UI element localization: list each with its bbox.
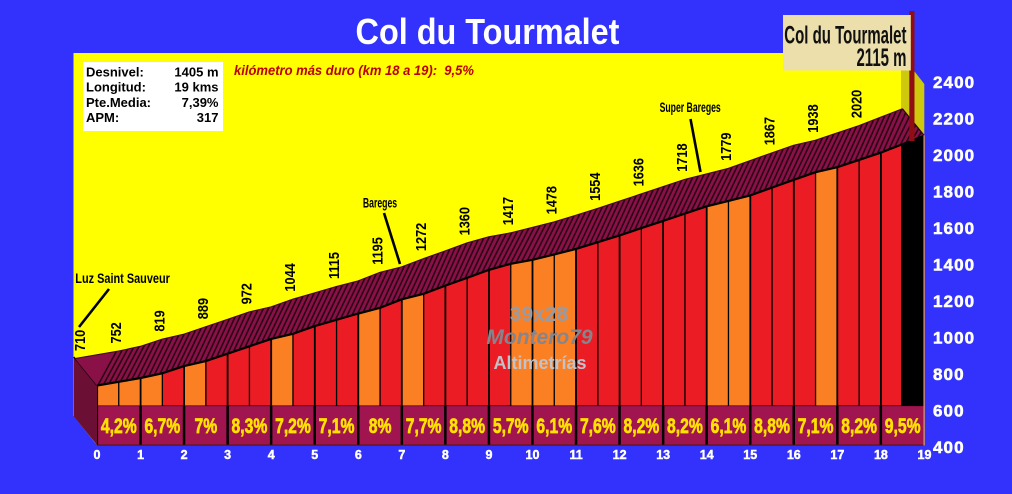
- svg-text:Longitud:: Longitud:: [86, 80, 146, 95]
- svg-text:19 kms: 19 kms: [174, 80, 218, 95]
- svg-text:8,2%: 8,2%: [623, 414, 659, 438]
- svg-text:0: 0: [94, 448, 101, 462]
- svg-text:12: 12: [613, 448, 627, 462]
- svg-text:2020: 2020: [849, 89, 865, 118]
- svg-text:889: 889: [195, 298, 211, 320]
- svg-text:7,7%: 7,7%: [406, 414, 442, 438]
- svg-text:2400: 2400: [933, 73, 975, 92]
- svg-text:7: 7: [398, 448, 405, 462]
- svg-text:kilómetro más duro (km 18 a 19: kilómetro más duro (km 18 a 19): 9,5%: [234, 63, 474, 79]
- svg-text:317: 317: [197, 110, 219, 125]
- svg-text:1272: 1272: [413, 222, 429, 251]
- svg-text:819: 819: [152, 310, 168, 332]
- svg-text:Super Bareges: Super Bareges: [660, 100, 721, 116]
- svg-text:1867: 1867: [762, 117, 778, 145]
- svg-text:1938: 1938: [805, 104, 821, 133]
- svg-text:11: 11: [569, 448, 582, 462]
- svg-text:39x28: 39x28: [510, 303, 569, 326]
- svg-text:6,1%: 6,1%: [536, 414, 572, 438]
- svg-text:3: 3: [224, 448, 231, 462]
- svg-text:4,2%: 4,2%: [101, 414, 137, 438]
- svg-text:1636: 1636: [631, 158, 647, 187]
- svg-text:2: 2: [181, 448, 188, 462]
- svg-text:8,3%: 8,3%: [232, 414, 268, 438]
- svg-text:Montero79: Montero79: [486, 326, 593, 349]
- svg-text:7,39%: 7,39%: [182, 95, 219, 110]
- svg-text:2115 m: 2115 m: [856, 44, 906, 72]
- svg-text:7,1%: 7,1%: [798, 414, 834, 438]
- svg-text:1195: 1195: [370, 237, 386, 265]
- svg-text:8,8%: 8,8%: [449, 414, 485, 438]
- svg-text:8,8%: 8,8%: [754, 414, 790, 438]
- svg-text:1: 1: [137, 448, 144, 462]
- svg-text:8%: 8%: [369, 414, 392, 438]
- svg-text:17: 17: [830, 448, 844, 462]
- svg-text:1554: 1554: [587, 172, 603, 201]
- svg-text:1000: 1000: [933, 328, 975, 347]
- svg-text:800: 800: [933, 365, 965, 384]
- svg-text:15: 15: [743, 448, 757, 462]
- svg-text:14: 14: [700, 448, 714, 462]
- svg-text:13: 13: [656, 448, 670, 462]
- svg-text:APM:: APM:: [86, 110, 119, 125]
- svg-text:710: 710: [72, 329, 88, 351]
- svg-text:400: 400: [933, 438, 965, 457]
- svg-text:Col du Tourmalet: Col du Tourmalet: [356, 12, 620, 52]
- svg-text:18: 18: [874, 448, 888, 462]
- svg-text:1718: 1718: [674, 143, 690, 172]
- svg-text:1779: 1779: [718, 132, 734, 161]
- svg-text:7%: 7%: [195, 414, 218, 438]
- svg-text:7,1%: 7,1%: [319, 414, 355, 438]
- svg-text:10: 10: [526, 448, 540, 462]
- svg-text:6,1%: 6,1%: [711, 414, 747, 438]
- svg-text:Pte.Media:: Pte.Media:: [86, 95, 151, 110]
- svg-text:Altimetrías: Altimetrías: [493, 353, 586, 373]
- svg-text:1200: 1200: [933, 292, 975, 311]
- svg-text:1405 m: 1405 m: [174, 65, 218, 80]
- svg-text:Bareges: Bareges: [363, 195, 397, 211]
- svg-text:8,2%: 8,2%: [667, 414, 703, 438]
- svg-text:Col du Tourmalet: Col du Tourmalet: [784, 22, 906, 50]
- svg-text:2000: 2000: [933, 146, 975, 165]
- svg-text:752: 752: [108, 322, 124, 344]
- svg-text:7,2%: 7,2%: [275, 414, 311, 438]
- svg-text:9,5%: 9,5%: [885, 414, 921, 438]
- svg-text:19: 19: [917, 448, 931, 462]
- svg-text:2200: 2200: [933, 110, 975, 129]
- svg-text:6,7%: 6,7%: [144, 414, 180, 438]
- svg-text:1400: 1400: [933, 256, 975, 275]
- svg-text:4: 4: [268, 448, 275, 462]
- svg-text:5: 5: [311, 448, 318, 462]
- svg-text:600: 600: [933, 401, 965, 420]
- svg-text:Desnivel:: Desnivel:: [86, 65, 144, 80]
- svg-text:Luz Saint Sauveur: Luz Saint Sauveur: [75, 271, 170, 287]
- svg-text:8,2%: 8,2%: [841, 414, 877, 438]
- svg-text:9: 9: [485, 448, 492, 462]
- svg-text:8: 8: [442, 448, 449, 462]
- svg-text:7,6%: 7,6%: [580, 414, 616, 438]
- svg-text:16: 16: [787, 448, 801, 462]
- svg-text:5,7%: 5,7%: [493, 414, 529, 438]
- svg-text:1800: 1800: [933, 183, 975, 202]
- svg-text:1478: 1478: [544, 186, 560, 215]
- svg-text:1115: 1115: [326, 252, 342, 279]
- svg-text:6: 6: [355, 448, 362, 462]
- svg-text:1044: 1044: [282, 263, 298, 292]
- svg-text:1600: 1600: [933, 219, 975, 238]
- svg-text:1360: 1360: [457, 207, 473, 236]
- svg-text:972: 972: [239, 283, 255, 305]
- svg-text:1417: 1417: [500, 197, 516, 225]
